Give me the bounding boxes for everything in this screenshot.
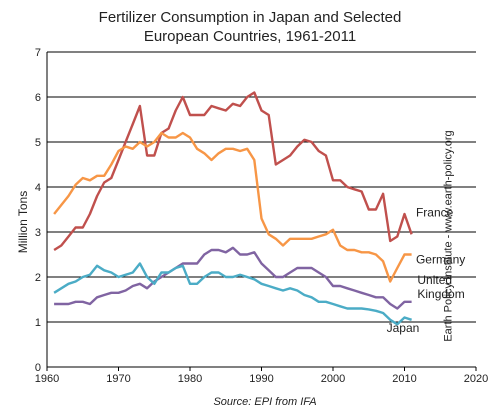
source-note: Source: EPI from IFA — [213, 396, 317, 408]
x-tick-label-1990: 1990 — [249, 373, 273, 385]
y-tick-label-2: 2 — [35, 272, 41, 284]
chart-title-line-1: Fertilizer Consumption in Japan and Sele… — [98, 9, 402, 26]
y-tick-label-7: 7 — [35, 47, 41, 59]
y-tick-label-1: 1 — [35, 317, 41, 329]
x-tick-label-1970: 1970 — [106, 373, 130, 385]
series-line-united-kingdom — [54, 246, 412, 310]
chart-title: Fertilizer Consumption in Japan and Sele… — [0, 8, 500, 46]
series-label-japan: Japan — [387, 321, 420, 335]
y-tick-label-0: 0 — [35, 362, 41, 374]
x-tick-label-2020: 2020 — [464, 373, 488, 385]
x-tick-label-2010: 2010 — [392, 373, 416, 385]
series-label-united-kingdom-2: Kingdom — [417, 287, 464, 301]
y-tick-label-3: 3 — [35, 227, 41, 239]
x-tick-label-2000: 2000 — [321, 373, 345, 385]
series-line-germany — [53, 131, 412, 283]
series-label-france: France — [416, 205, 454, 219]
series-line-japan — [53, 262, 412, 326]
series-label-germany: Germany — [416, 253, 465, 267]
x-tick-label-1980: 1980 — [178, 373, 202, 385]
series-label-united-kingdom-1: United — [417, 273, 452, 287]
series-line-france — [53, 91, 413, 252]
chart-title-line-2: European Countries, 1961-2011 — [143, 28, 357, 45]
x-tick-label-1960: 1960 — [35, 373, 59, 385]
y-tick-label-4: 4 — [35, 182, 41, 194]
y-tick-label-5: 5 — [35, 137, 41, 149]
y-tick-label-6: 6 — [35, 92, 41, 104]
